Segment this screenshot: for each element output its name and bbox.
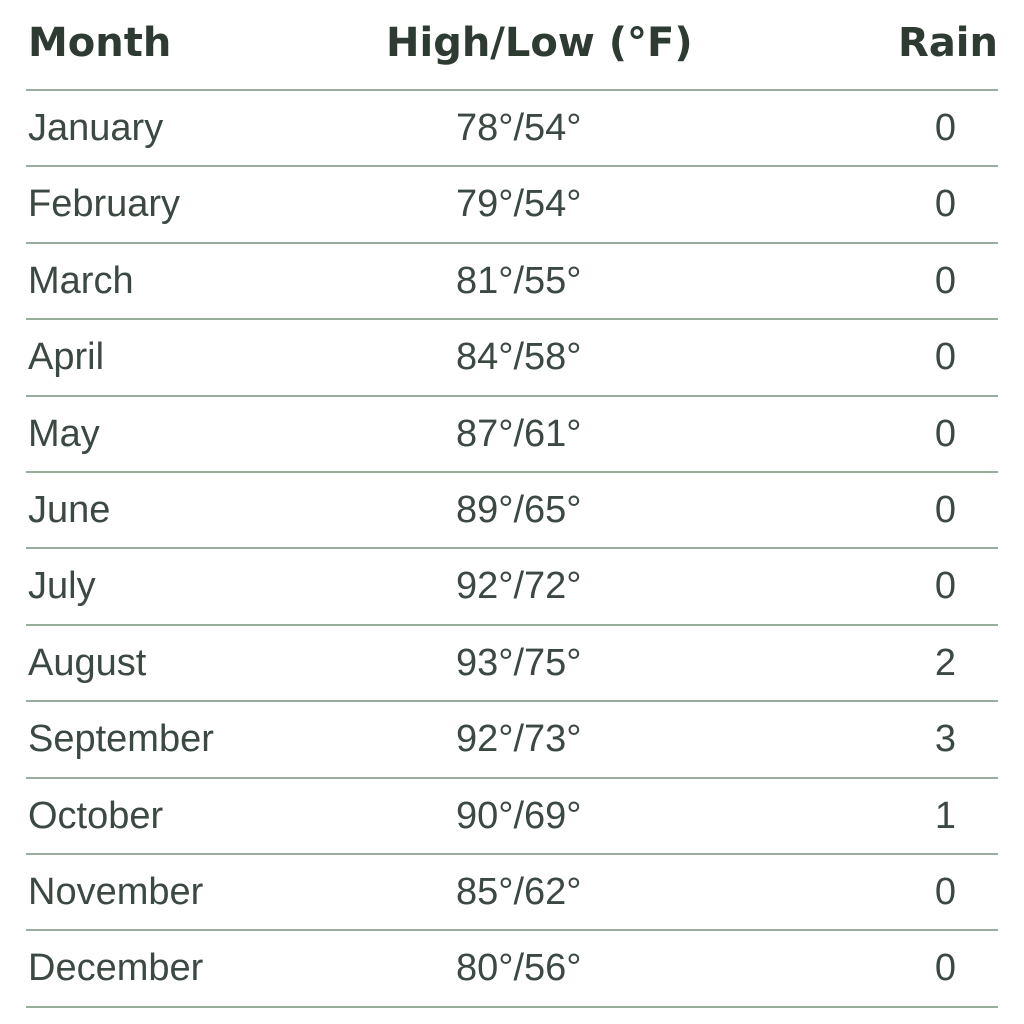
- row-divider: [26, 624, 998, 626]
- table-row: February 79°/54° 0: [26, 167, 998, 243]
- month-cell: June: [28, 489, 111, 531]
- high-low-cell: 78°/54°: [456, 107, 582, 149]
- month-cell: September: [28, 718, 214, 760]
- table-row: May 87°/61° 0: [26, 397, 998, 473]
- high-low-cell: 85°/62°: [456, 871, 582, 913]
- table-header: Month High/Low (°F) Rain: [26, 0, 998, 89]
- row-divider: [26, 89, 998, 91]
- header-month: Month: [28, 20, 172, 66]
- high-low-cell: 92°/72°: [456, 565, 582, 607]
- row-divider: [26, 1006, 998, 1008]
- row-divider: [26, 547, 998, 549]
- rain-cell: 0: [934, 489, 956, 531]
- rain-cell: 0: [934, 565, 956, 607]
- high-low-cell: 84°/58°: [456, 336, 582, 378]
- table-row: December 80°/56° 0: [26, 931, 998, 1007]
- rain-cell: 0: [934, 260, 956, 302]
- row-divider: [26, 700, 998, 702]
- rain-cell: 0: [934, 871, 956, 913]
- rain-cell: 2: [934, 642, 956, 684]
- row-divider: [26, 395, 998, 397]
- high-low-cell: 93°/75°: [456, 642, 582, 684]
- table-row: September 92°/73° 3: [26, 702, 998, 778]
- month-cell: April: [28, 336, 105, 378]
- rain-cell: 0: [934, 947, 956, 989]
- rain-cell: 1: [934, 795, 956, 837]
- table-row: November 85°/62° 0: [26, 855, 998, 931]
- table-row: April 84°/58° 0: [26, 320, 998, 396]
- rain-cell: 0: [934, 183, 956, 225]
- row-divider: [26, 165, 998, 167]
- month-cell: January: [28, 107, 164, 149]
- high-low-cell: 80°/56°: [456, 947, 582, 989]
- header-high-low: High/Low (°F): [386, 20, 693, 66]
- rain-cell: 0: [934, 107, 956, 149]
- month-cell: December: [28, 947, 204, 989]
- row-divider: [26, 777, 998, 779]
- table-row: March 81°/55° 0: [26, 244, 998, 320]
- row-divider: [26, 242, 998, 244]
- row-divider: [26, 471, 998, 473]
- weather-table: Month High/Low (°F) Rain January 78°/54° 0…: [26, 0, 998, 1024]
- rain-cell: 3: [934, 718, 956, 760]
- rain-cell: 0: [934, 336, 956, 378]
- high-low-cell: 89°/65°: [456, 489, 582, 531]
- month-cell: July: [28, 565, 96, 607]
- month-cell: November: [28, 871, 204, 913]
- high-low-cell: 81°/55°: [456, 260, 582, 302]
- high-low-cell: 87°/61°: [456, 413, 582, 455]
- month-cell: February: [28, 183, 181, 225]
- month-cell: October: [28, 795, 164, 837]
- table-row: January 78°/54° 0: [26, 91, 998, 167]
- month-cell: March: [28, 260, 134, 302]
- table-row: June 89°/65° 0: [26, 473, 998, 549]
- high-low-cell: 92°/73°: [456, 718, 582, 760]
- table-row: August 93°/75° 2: [26, 626, 998, 702]
- high-low-cell: 90°/69°: [456, 795, 582, 837]
- row-divider: [26, 929, 998, 931]
- high-low-cell: 79°/54°: [456, 183, 582, 225]
- month-cell: May: [28, 413, 100, 455]
- row-divider: [26, 853, 998, 855]
- table-row: October 90°/69° 1: [26, 779, 998, 855]
- month-cell: August: [28, 642, 147, 684]
- table-row: July 92°/72° 0: [26, 549, 998, 625]
- header-rain: Rain: [898, 20, 998, 66]
- rain-cell: 0: [934, 413, 956, 455]
- row-divider: [26, 318, 998, 320]
